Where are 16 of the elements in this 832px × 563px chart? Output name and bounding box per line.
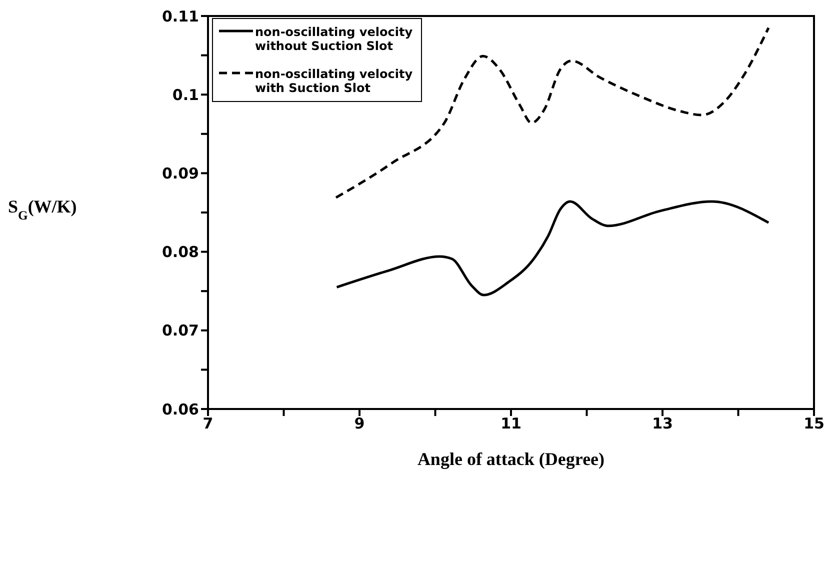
x-axis-title: Angle of attack (Degree) — [417, 449, 605, 469]
y-axis-title: S$_{G}$(W/K) — [8, 196, 77, 222]
x-tick-label: 15 — [804, 414, 824, 433]
x-tick-label: 7 — [202, 414, 214, 433]
legend-label: non-oscillating velocity with Suction Slot — [255, 67, 414, 95]
y-tick-label: 0.07 — [162, 322, 199, 340]
y-tick-label: 0.11 — [162, 7, 199, 26]
x-tick-label: 9 — [354, 414, 365, 433]
legend-label: non-oscillating velocity without Suction Slot — [255, 25, 414, 53]
y-tick-label: 0.06 — [162, 400, 199, 418]
y-tick-label: 0.09 — [162, 164, 199, 183]
y-tick-label: 0.08 — [162, 243, 199, 262]
y-tick-label: 0.1 — [172, 86, 199, 104]
line-series — [336, 200, 770, 296]
x-tick-label: 13 — [652, 414, 673, 433]
x-tick-label: 11 — [500, 414, 522, 433]
